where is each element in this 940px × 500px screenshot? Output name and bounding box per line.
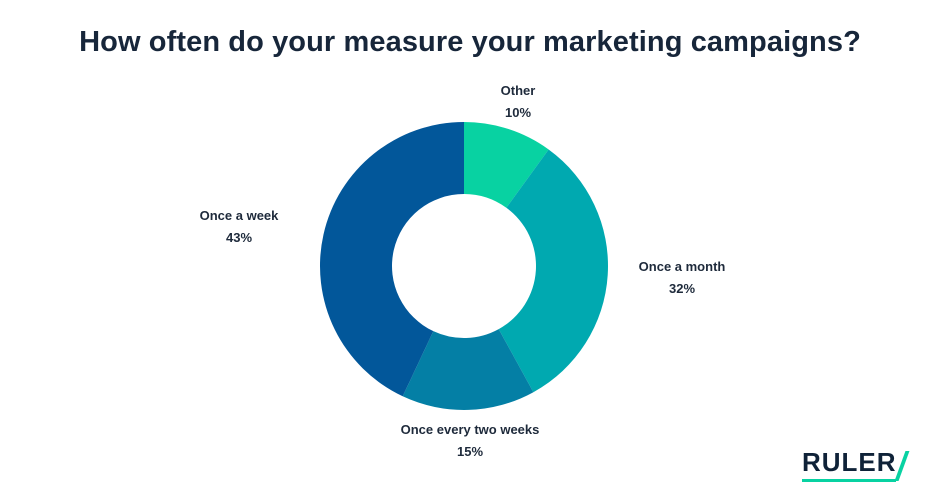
slice-value-label: 15%: [457, 444, 483, 459]
logo-underline: [802, 479, 896, 482]
slice-once-a-week: [319, 122, 464, 397]
slice-value-label: 10%: [505, 105, 531, 120]
chart-title: How often do your measure your marketing…: [79, 26, 861, 58]
slice-label: Once a month: [639, 259, 726, 274]
slice-label: Once a week: [200, 208, 280, 223]
slice-value-label: 32%: [669, 281, 695, 296]
logo-text: RULER: [802, 447, 897, 477]
slice-other: [464, 122, 549, 208]
slice-once-a-month: [498, 149, 609, 393]
slice-value-label: 43%: [226, 230, 252, 245]
slice-once-every-two-weeks: [402, 329, 534, 410]
slice-label: Other: [501, 83, 536, 98]
slice-label: Once every two weeks: [401, 422, 540, 437]
